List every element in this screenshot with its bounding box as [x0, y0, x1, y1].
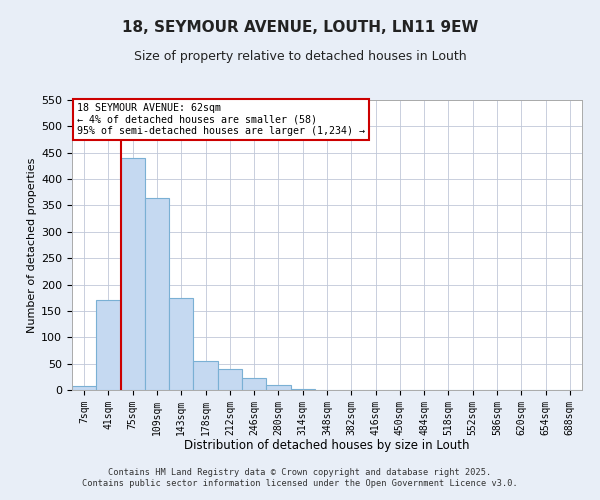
X-axis label: Distribution of detached houses by size in Louth: Distribution of detached houses by size …: [184, 439, 470, 452]
Bar: [145, 198, 169, 390]
Y-axis label: Number of detached properties: Number of detached properties: [27, 158, 37, 332]
Bar: [266, 384, 290, 390]
Bar: [96, 300, 121, 390]
Bar: [290, 389, 315, 390]
Text: 18 SEYMOUR AVENUE: 62sqm
← 4% of detached houses are smaller (58)
95% of semi-de: 18 SEYMOUR AVENUE: 62sqm ← 4% of detache…: [77, 103, 365, 136]
Bar: [169, 298, 193, 390]
Bar: [72, 386, 96, 390]
Text: 18, SEYMOUR AVENUE, LOUTH, LN11 9EW: 18, SEYMOUR AVENUE, LOUTH, LN11 9EW: [122, 20, 478, 35]
Bar: [218, 369, 242, 390]
Text: Contains HM Land Registry data © Crown copyright and database right 2025.
Contai: Contains HM Land Registry data © Crown c…: [82, 468, 518, 487]
Bar: [193, 361, 218, 390]
Bar: [242, 378, 266, 390]
Text: Size of property relative to detached houses in Louth: Size of property relative to detached ho…: [134, 50, 466, 63]
Bar: [121, 158, 145, 390]
